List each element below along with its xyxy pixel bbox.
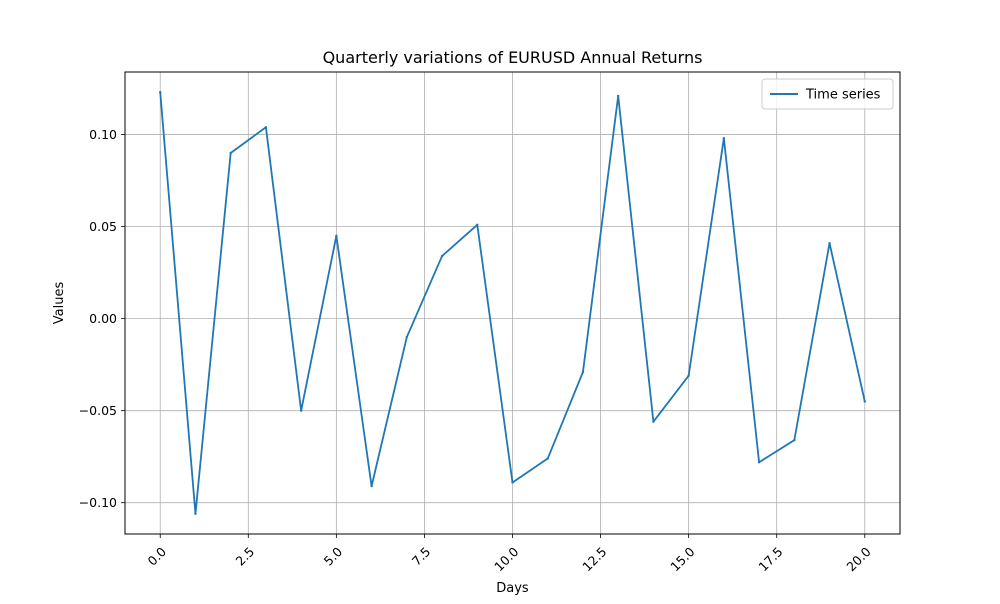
y-axis-label: Values — [52, 282, 67, 325]
data-point — [476, 223, 479, 226]
y-tick-label: 0.00 — [89, 311, 117, 326]
data-point — [335, 234, 338, 238]
data-point — [757, 461, 761, 464]
data-point — [405, 335, 409, 339]
y-tick-label: −0.05 — [79, 403, 117, 418]
legend: Time series — [761, 78, 894, 110]
grid — [125, 72, 900, 534]
data-point — [546, 457, 549, 460]
data-point — [722, 137, 726, 140]
data-point — [863, 400, 866, 403]
data-point — [616, 94, 620, 98]
data-point — [194, 512, 197, 515]
legend-label: Time series — [805, 88, 881, 103]
data-point — [159, 91, 162, 94]
data-point — [581, 370, 585, 374]
data-point — [299, 409, 303, 412]
data-point — [828, 241, 831, 245]
data-point — [440, 254, 444, 258]
series-layer — [159, 91, 866, 515]
y-tick-label: 0.05 — [89, 219, 117, 234]
data-point — [264, 126, 268, 129]
data-point — [511, 481, 514, 484]
y-tick-label: 0.10 — [89, 127, 117, 142]
y-tick-label: −0.10 — [79, 495, 117, 510]
data-point — [793, 438, 796, 442]
data-point — [687, 374, 690, 377]
data-point — [229, 151, 232, 155]
data-point — [652, 420, 655, 423]
legend-box — [761, 78, 894, 110]
chart-title: Quarterly variations of EURUSD Annual Re… — [323, 48, 703, 67]
data-point — [370, 484, 373, 488]
x-axis-label: Days — [496, 581, 529, 596]
